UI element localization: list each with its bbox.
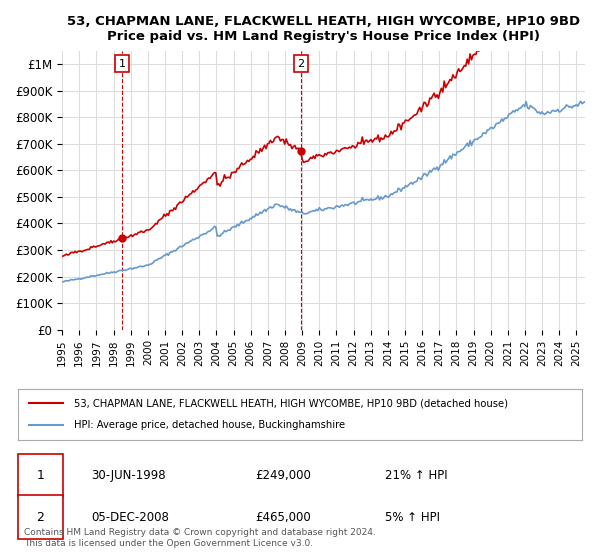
Text: 2: 2 [297, 59, 304, 69]
FancyBboxPatch shape [18, 495, 63, 539]
Text: 2: 2 [37, 511, 44, 524]
Text: 05-DEC-2008: 05-DEC-2008 [91, 511, 169, 524]
Text: 21% ↑ HPI: 21% ↑ HPI [385, 469, 447, 482]
Text: 5% ↑ HPI: 5% ↑ HPI [385, 511, 440, 524]
Text: HPI: Average price, detached house, Buckinghamshire: HPI: Average price, detached house, Buck… [74, 421, 346, 431]
FancyBboxPatch shape [18, 454, 63, 497]
Text: Contains HM Land Registry data © Crown copyright and database right 2024.
This d: Contains HM Land Registry data © Crown c… [24, 528, 376, 548]
Text: 53, CHAPMAN LANE, FLACKWELL HEATH, HIGH WYCOMBE, HP10 9BD (detached house): 53, CHAPMAN LANE, FLACKWELL HEATH, HIGH … [74, 398, 508, 408]
Text: £465,000: £465,000 [255, 511, 311, 524]
Text: 30-JUN-1998: 30-JUN-1998 [91, 469, 166, 482]
Text: 1: 1 [37, 469, 44, 482]
Text: 1: 1 [119, 59, 125, 69]
Title: 53, CHAPMAN LANE, FLACKWELL HEATH, HIGH WYCOMBE, HP10 9BD
Price paid vs. HM Land: 53, CHAPMAN LANE, FLACKWELL HEATH, HIGH … [67, 15, 580, 43]
Text: £249,000: £249,000 [255, 469, 311, 482]
